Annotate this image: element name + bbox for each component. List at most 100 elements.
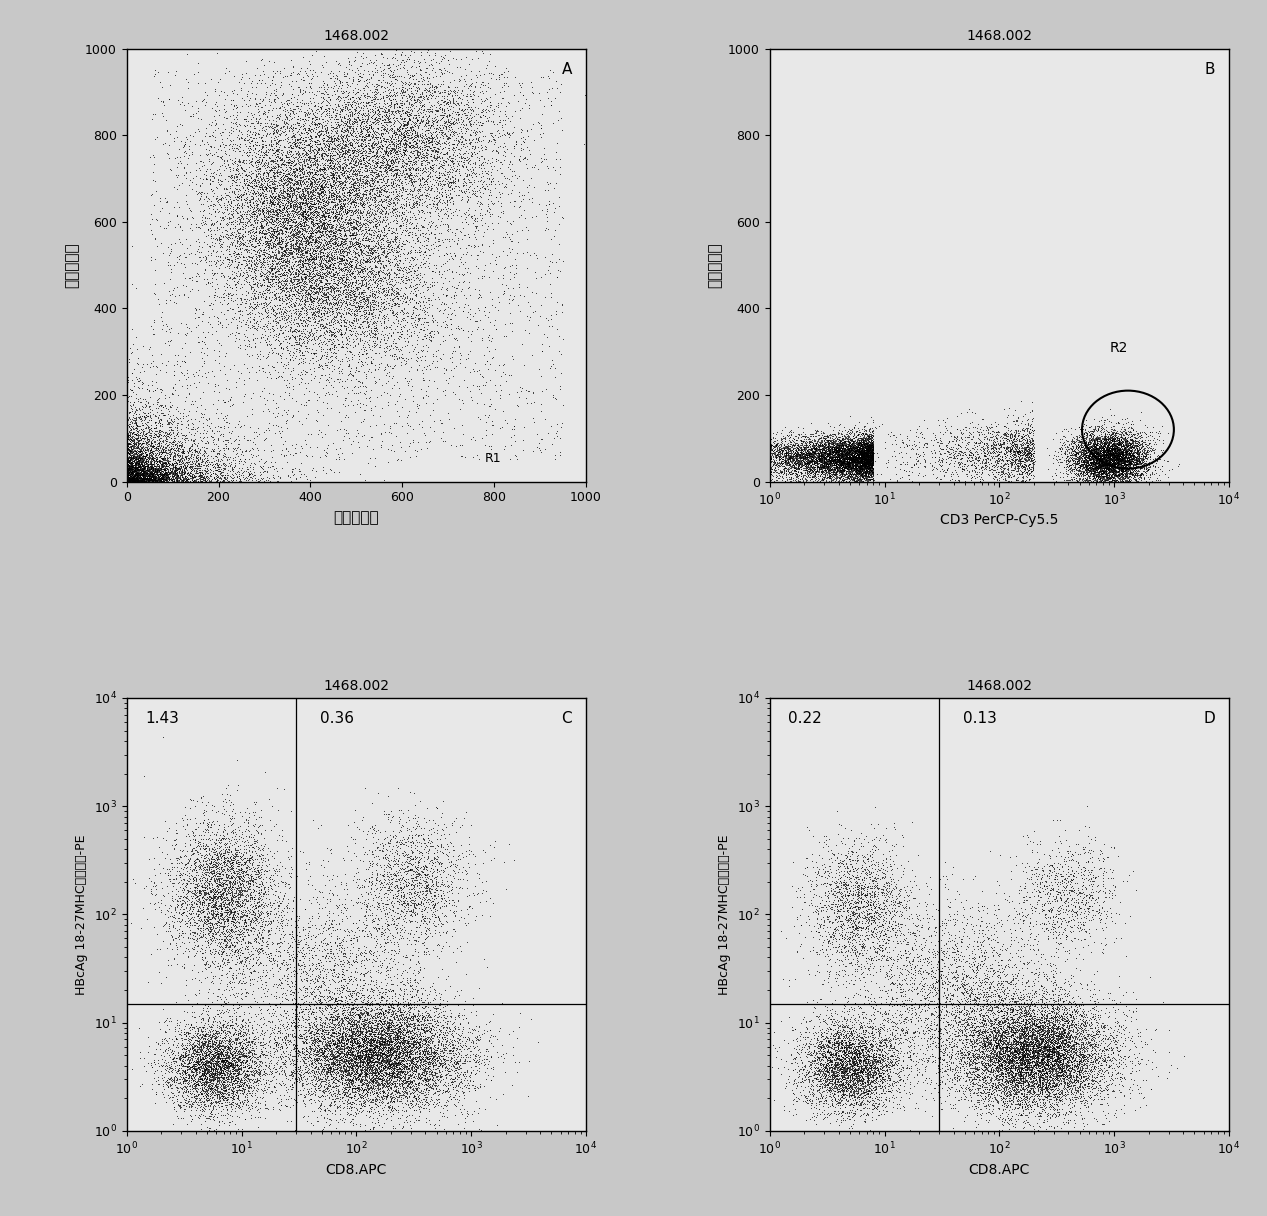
- Point: [383, 991, 403, 1010]
- Point: [1088, 444, 1109, 463]
- Point: [977, 1032, 997, 1052]
- Point: [124, 398, 144, 417]
- Point: [808, 1009, 829, 1029]
- Point: [1071, 961, 1091, 980]
- Point: [846, 896, 867, 916]
- Point: [1052, 890, 1072, 910]
- Point: [409, 1029, 430, 1048]
- Point: [1054, 1024, 1074, 1043]
- Point: [288, 198, 308, 218]
- Point: [849, 1071, 869, 1091]
- Point: [321, 154, 341, 174]
- Point: [1093, 426, 1114, 445]
- Point: [147, 1053, 167, 1073]
- Point: [245, 841, 265, 861]
- Point: [129, 426, 150, 445]
- Point: [845, 467, 865, 486]
- Point: [360, 50, 380, 69]
- Point: [299, 263, 319, 282]
- Point: [210, 1057, 231, 1076]
- Point: [464, 1071, 484, 1091]
- Point: [194, 910, 214, 929]
- Point: [147, 466, 167, 485]
- Point: [442, 340, 462, 360]
- Point: [1086, 444, 1106, 463]
- Point: [1125, 437, 1145, 456]
- Point: [442, 263, 462, 282]
- Point: [1124, 438, 1144, 457]
- Point: [993, 976, 1014, 996]
- Point: [276, 1051, 296, 1070]
- Point: [388, 131, 408, 151]
- Point: [128, 433, 148, 452]
- Point: [334, 957, 355, 976]
- Point: [437, 142, 457, 162]
- Point: [831, 445, 851, 465]
- Point: [147, 462, 167, 482]
- Point: [856, 440, 877, 460]
- Point: [389, 1052, 409, 1071]
- Point: [176, 1014, 196, 1034]
- Point: [222, 1058, 242, 1077]
- Point: [243, 462, 264, 482]
- Point: [886, 874, 906, 894]
- Point: [353, 1041, 374, 1060]
- Point: [822, 451, 843, 471]
- Point: [813, 1042, 834, 1062]
- Point: [1116, 466, 1136, 485]
- Point: [1147, 468, 1167, 488]
- Point: [407, 125, 427, 145]
- Point: [218, 266, 238, 286]
- Point: [319, 231, 340, 250]
- Point: [1098, 462, 1119, 482]
- Point: [341, 1087, 361, 1107]
- Point: [856, 432, 877, 451]
- Point: [370, 840, 390, 860]
- Point: [336, 1023, 356, 1042]
- Point: [327, 298, 347, 317]
- Point: [315, 143, 336, 163]
- Point: [328, 1051, 348, 1070]
- Point: [851, 445, 872, 465]
- Point: [1031, 1077, 1052, 1097]
- Point: [426, 1054, 446, 1074]
- Point: [492, 154, 512, 174]
- Point: [1086, 449, 1106, 468]
- Point: [996, 1080, 1016, 1099]
- Point: [315, 230, 336, 249]
- Point: [1044, 1041, 1064, 1060]
- Point: [837, 456, 858, 475]
- Point: [142, 469, 162, 489]
- Point: [312, 1045, 332, 1064]
- Point: [844, 445, 864, 465]
- Point: [863, 1054, 883, 1074]
- Point: [954, 979, 974, 998]
- Point: [818, 444, 839, 463]
- Point: [392, 894, 412, 913]
- Point: [374, 220, 394, 240]
- Point: [309, 984, 329, 1003]
- Point: [393, 212, 413, 231]
- Point: [299, 98, 319, 118]
- Point: [1092, 462, 1112, 482]
- Point: [470, 203, 490, 223]
- Point: [383, 1053, 403, 1073]
- Point: [151, 382, 171, 401]
- Point: [215, 1080, 236, 1099]
- Point: [426, 142, 446, 162]
- Point: [815, 449, 835, 468]
- Point: [1088, 434, 1109, 454]
- Point: [1039, 868, 1059, 888]
- Point: [841, 1034, 862, 1053]
- Point: [371, 289, 392, 309]
- Point: [227, 950, 247, 969]
- Point: [987, 975, 1007, 995]
- Point: [858, 445, 878, 465]
- Point: [1085, 456, 1105, 475]
- Point: [379, 1017, 399, 1036]
- Point: [864, 1063, 884, 1082]
- Point: [974, 924, 995, 944]
- Point: [337, 1086, 357, 1105]
- Point: [333, 173, 353, 192]
- Point: [1040, 1090, 1060, 1109]
